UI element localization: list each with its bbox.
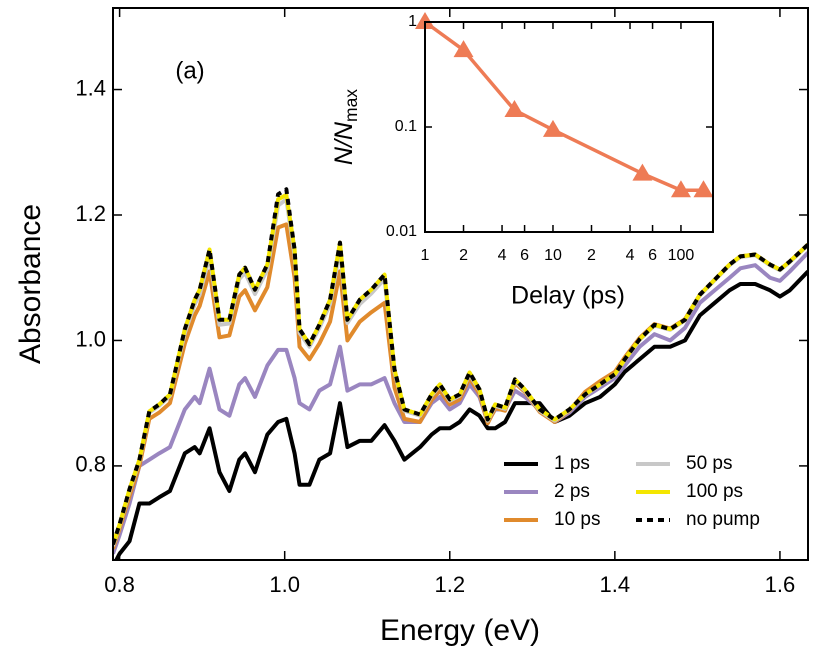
plot-area <box>113 187 808 560</box>
marker <box>670 180 691 198</box>
x-axis-label: Delay (ps) <box>511 282 625 310</box>
y-tick-label: 1.2 <box>75 201 106 226</box>
marker <box>632 163 653 181</box>
x-tick-label: 2 <box>587 247 596 264</box>
x-tick-label: 6 <box>648 247 657 264</box>
x-tick-label: 4 <box>626 247 635 264</box>
marker <box>504 100 525 118</box>
x-tick-label: 0.8 <box>104 572 135 597</box>
panel-label: (a) <box>175 57 204 84</box>
series-line <box>114 270 808 560</box>
marker <box>415 12 435 29</box>
legend-label: no pump <box>686 509 760 530</box>
axes-frame <box>112 7 809 561</box>
series-line <box>113 187 808 545</box>
x-tick-label: 10 <box>544 247 562 264</box>
plot-area <box>415 12 714 198</box>
x-tick-label: 1.6 <box>765 572 796 597</box>
y-tick-label: 1 <box>408 13 417 30</box>
marker <box>693 180 714 198</box>
x-tick-label: 1.4 <box>600 572 631 597</box>
legend-label: 10 ps <box>554 509 600 530</box>
x-tick-label: 4 <box>498 247 507 264</box>
legend-label: 100 ps <box>686 481 743 502</box>
legend-label: 2 ps <box>554 481 590 502</box>
x-axis-label: Energy (eV) <box>380 614 540 647</box>
y-tick-label: 0.8 <box>75 452 106 477</box>
x-tick-label: 1 <box>421 247 430 264</box>
legend-label: 50 ps <box>686 453 732 474</box>
y-axis-label: N/Nmax <box>330 89 361 165</box>
y-axis-label-subscript: max <box>341 89 361 122</box>
marker <box>542 119 563 137</box>
y-tick-label: 1.4 <box>75 75 106 100</box>
x-tick-label: 2 <box>459 247 468 264</box>
y-axis-label-main: N/N <box>330 121 358 165</box>
y-tick-label: 0.01 <box>386 223 417 240</box>
x-tick-label: 1.2 <box>434 572 465 597</box>
x-tick-label: 1.0 <box>269 572 300 597</box>
y-axis-label: Absorbance <box>14 204 47 364</box>
x-tick-label: 100 <box>668 247 695 264</box>
marker <box>453 40 474 58</box>
y-tick-label: 0.1 <box>395 118 417 135</box>
legend-label: 1 ps <box>554 453 590 474</box>
axes-frame <box>424 21 714 233</box>
x-tick-label: 6 <box>520 247 529 264</box>
y-tick-label: 1.0 <box>75 326 106 351</box>
